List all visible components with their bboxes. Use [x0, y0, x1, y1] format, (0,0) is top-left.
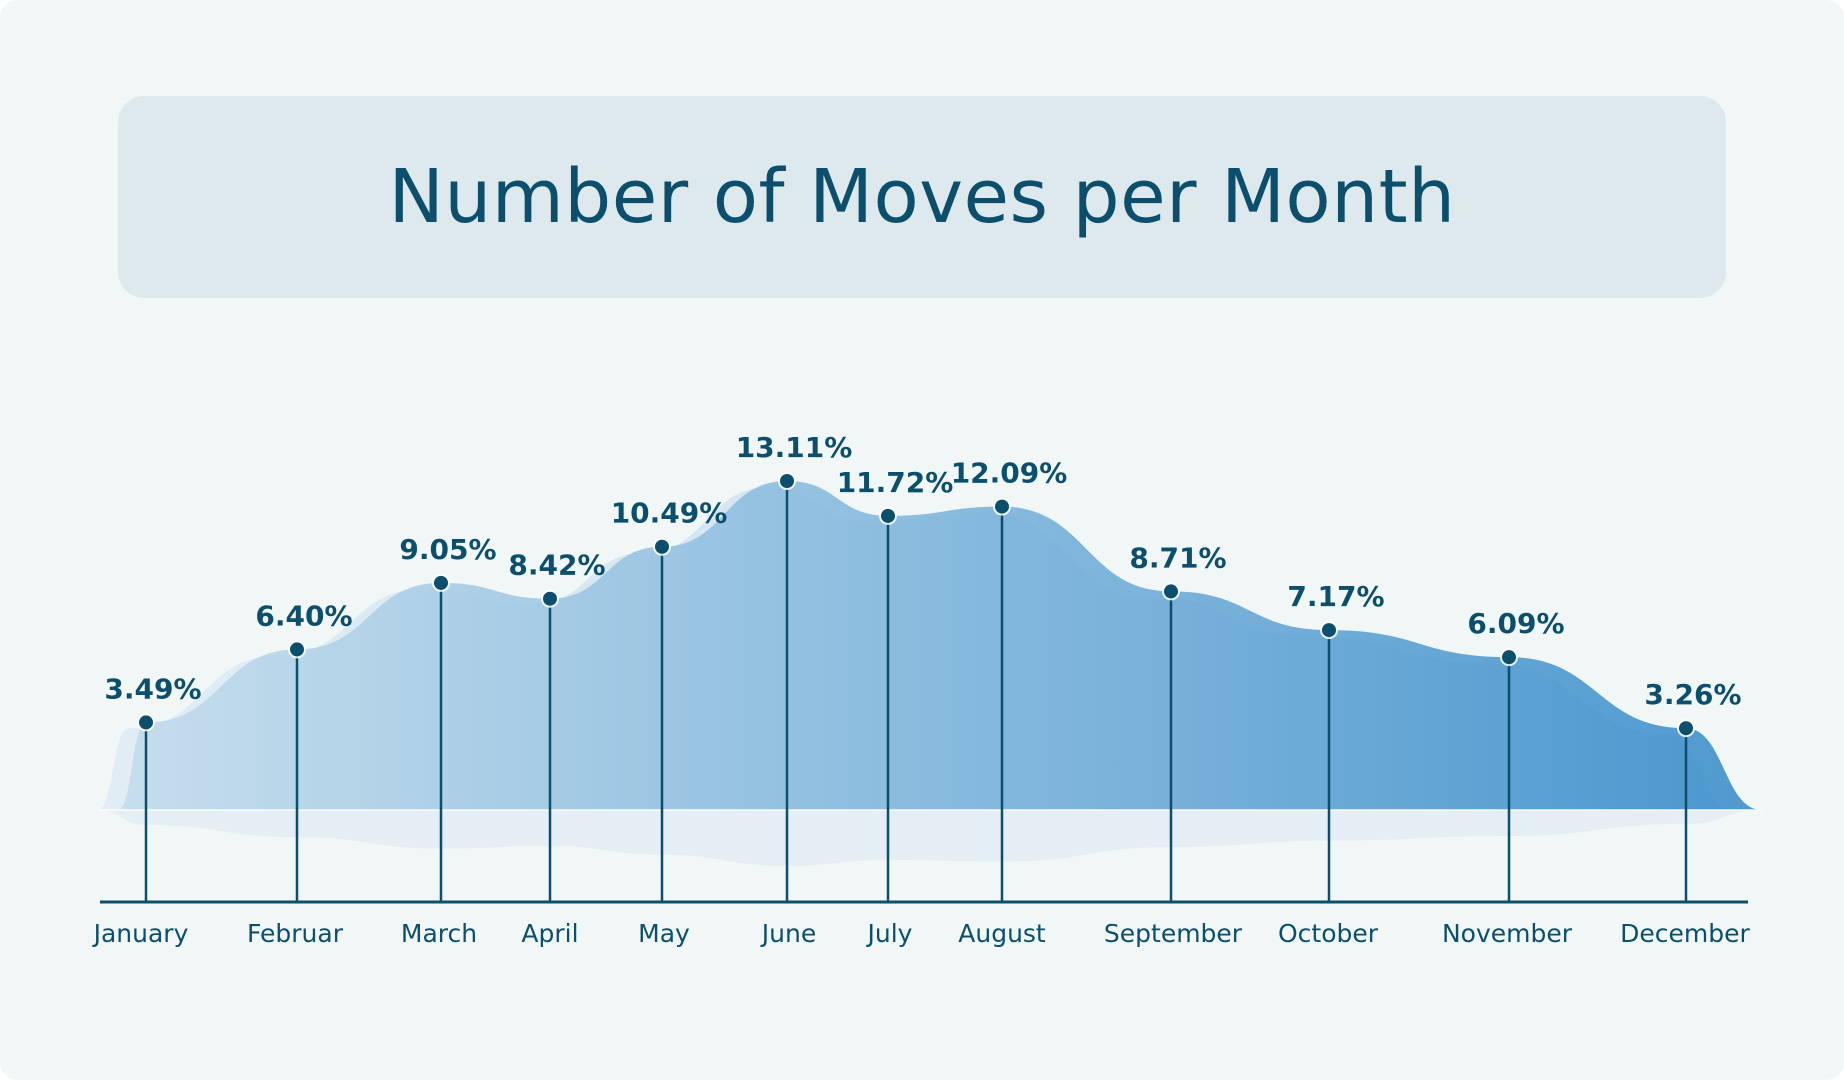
data-point-december [1679, 721, 1693, 736]
x-tick-label-june: June [760, 919, 816, 948]
data-point-march [434, 575, 448, 590]
value-label-july: 11.72% [837, 466, 954, 499]
data-point-november [1502, 650, 1516, 665]
x-tick-label-march: March [401, 919, 477, 948]
x-tick-label-februar: Februar [247, 919, 344, 948]
x-tick-label-december: December [1620, 919, 1750, 948]
value-label-may: 10.49% [611, 497, 728, 530]
value-label-april: 8.42% [508, 549, 605, 582]
x-tick-label-july: July [866, 919, 913, 948]
data-point-june [780, 474, 794, 488]
data-point-september [1164, 584, 1178, 599]
x-tick-label-september: September [1104, 919, 1243, 948]
x-tick-label-april: April [521, 919, 578, 948]
value-label-september: 8.71% [1129, 541, 1226, 574]
area-reflection [98, 810, 1762, 866]
value-label-februar: 6.40% [255, 599, 352, 632]
area-main-layer [118, 481, 1762, 810]
x-tick-label-october: October [1278, 919, 1379, 948]
x-tick-label-november: November [1442, 919, 1573, 948]
x-tick-label-august: August [958, 919, 1046, 948]
data-point-februar [290, 642, 304, 657]
value-label-december: 3.26% [1644, 678, 1741, 711]
title-banner: Number of Moves per Month [118, 96, 1726, 298]
chart-title: Number of Moves per Month [388, 154, 1456, 240]
value-label-january: 3.49% [104, 672, 201, 705]
data-point-october [1322, 623, 1336, 638]
x-tick-label-january: January [92, 919, 189, 948]
data-point-april [543, 591, 557, 606]
value-label-october: 7.17% [1287, 580, 1384, 613]
data-point-july [881, 508, 895, 523]
data-point-august [995, 499, 1009, 514]
value-label-august: 12.09% [951, 457, 1068, 490]
value-label-november: 6.09% [1467, 607, 1564, 640]
data-point-january [139, 715, 153, 730]
data-point-may [655, 539, 669, 554]
value-label-march: 9.05% [399, 533, 496, 566]
value-label-june: 13.11% [736, 431, 853, 464]
x-tick-label-may: May [638, 919, 690, 948]
